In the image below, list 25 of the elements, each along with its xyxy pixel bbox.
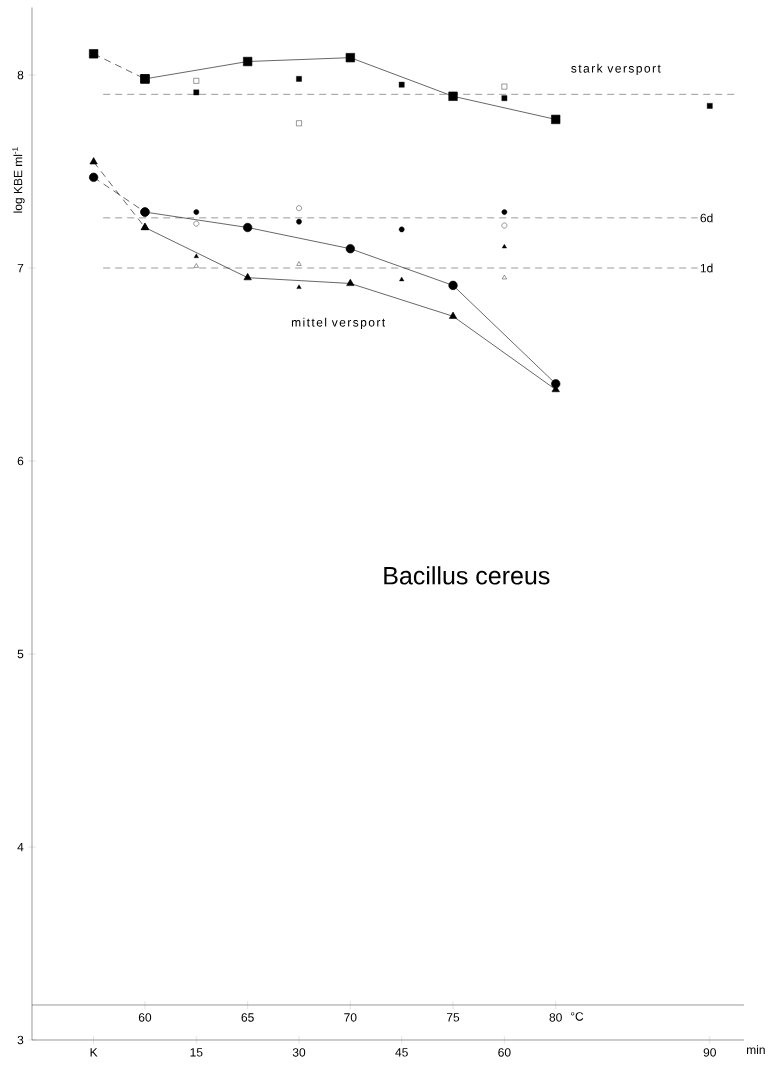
annotation: stark versport [571,63,661,76]
x-tick-label: 90 [703,1048,716,1057]
y-tick-label: 4 [17,842,24,852]
x2-axis-title: °C [570,1012,584,1021]
x-tick-label: 60 [498,1048,511,1057]
x-tick-label: K [90,1048,98,1057]
y-tick-label: 3 [17,1035,24,1045]
x-tick-label: 30 [292,1048,306,1057]
x-tick-label: 45 [395,1048,408,1057]
x2-tick-label: 65 [241,1013,254,1022]
y-tick-label: 7 [17,263,24,273]
x-axis-title: min [747,1045,765,1054]
y-tick-label: 8 [17,70,24,80]
x2-tick-label: 75 [446,1013,460,1022]
y-axis-title: log KBE ml$^{-1}$ [12,147,25,213]
ref-line-label: 6d [700,213,713,223]
y-tick-label: 5 [17,649,24,659]
x2-tick-label: 80 [549,1013,562,1022]
y-tick-label: 6 [17,456,24,466]
x-tick-label: 15 [190,1048,203,1057]
text: Bacillus cereus [384,566,550,585]
annotation: mittel versport [291,317,386,330]
x2-tick-label: 70 [344,1013,357,1022]
x2-tick-label: 60 [138,1013,152,1022]
ref-line-label: 1d [700,263,713,273]
